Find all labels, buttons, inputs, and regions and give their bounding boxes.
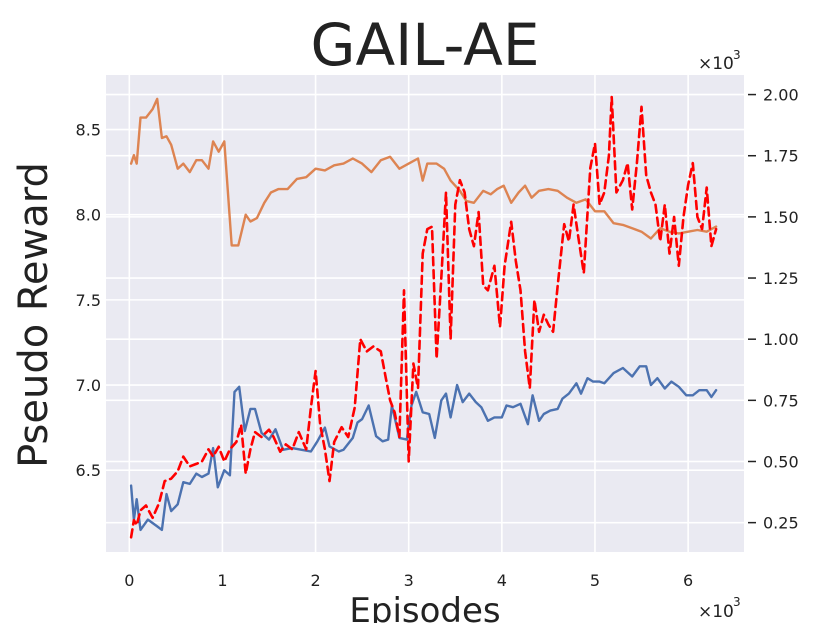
y-tick-label: 7.5 [76,291,101,310]
series-layer [129,95,718,539]
y2-tick-label: 1.25 [763,269,799,288]
chart-title: GAIL-AE [311,11,540,79]
grid-lines [106,75,744,552]
y-tick-label: 8.0 [76,206,101,225]
y2-tick-label: 1.50 [763,208,799,227]
x-tick-labels: 0 1 2 3 4 5 6 [124,571,693,590]
x-multiplier-base: ×10 [698,602,734,622]
y2-tick-label: 0.50 [763,452,799,471]
x-tick-label: 0 [124,571,134,590]
x-tick-label: 5 [590,571,600,590]
y2-multiplier-exponent: 3 [733,48,741,62]
series-line-1 [129,97,718,247]
y-tick-label: 8.5 [76,121,101,140]
y-axis-label: Pseudo Reward [11,162,57,468]
x-tick-label: 4 [497,571,507,590]
x-tick-label: 6 [683,571,693,590]
y2-tick-label: 2.00 [763,86,799,105]
x-multiplier-exponent: 3 [733,595,741,609]
y2-multiplier-base: ×10 [698,54,734,74]
y2-tick-label: 0.25 [763,514,799,533]
plot-area [106,75,744,552]
x-multiplier: ×10 3 [698,595,741,622]
y-tick-label: 6.5 [76,461,101,480]
x-tick-label: 3 [404,571,414,590]
x-tick-label: 1 [217,571,227,590]
series-line-2 [129,95,718,539]
y2-multiplier: ×10 3 [698,48,741,74]
series-line-0 [129,365,718,532]
y-tick-labels: 6.5 7.0 7.5 8.0 8.5 [76,121,101,481]
y2-tick-labels: 0.25 0.50 0.75 1.00 1.25 1.50 1.75 2.00 [748,86,799,533]
y-tick-label: 7.0 [76,376,101,395]
y2-tick-label: 1.00 [763,330,799,349]
x-axis-label: Episodes [349,591,500,623]
y2-tick-label: 0.75 [763,391,799,410]
y2-tick-label: 1.75 [763,147,799,166]
x-tick-label: 2 [310,571,320,590]
